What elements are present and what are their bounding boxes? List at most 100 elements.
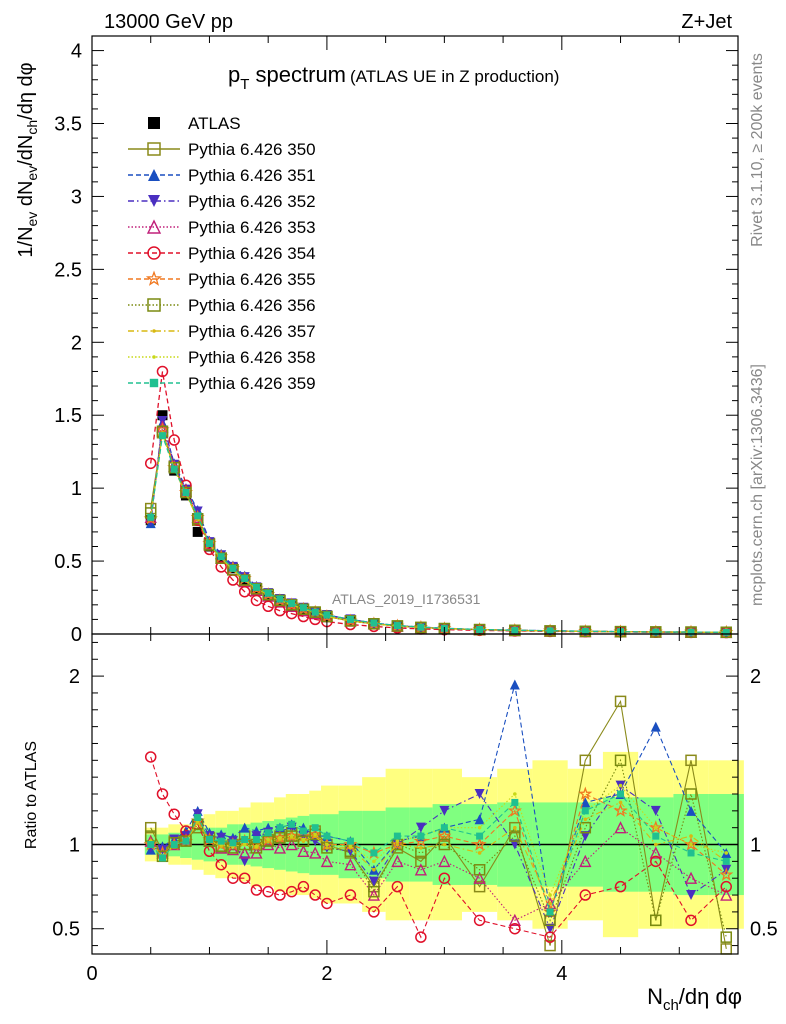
ratio-y-tick-label-right: 1 [750,835,761,857]
main-data-point [180,486,192,499]
ratio-series-line [150,756,727,939]
ratio-data-point [509,830,521,842]
main-data-point [476,625,484,633]
ratio-data-point [297,844,310,857]
ratio-data-point [301,837,306,842]
legend-label: Pythia 6.426 351 [188,166,316,185]
ratio-data-point [509,922,521,935]
ratio-series-3 [144,817,733,927]
main-y-tick-label: 2 [71,332,82,354]
main-y-tick-label: 1.5 [54,405,82,427]
ratio-data-point [653,842,658,847]
main-data-point [217,553,225,561]
ratio-data-point [648,820,663,834]
main-data-point [722,628,730,636]
ratio-data-point [472,837,487,851]
x-tick-label: 2 [321,963,332,985]
ratio-data-point [370,849,378,857]
ratio-data-point [264,829,272,837]
legend-marker [148,195,160,207]
ratio-y-axis-label: Ratio to ATLAS [23,741,40,849]
ratio-data-point [513,825,517,830]
ratio-data-point [513,792,517,796]
ratio-data-point [273,841,287,854]
legend-label: Pythia 6.426 357 [188,322,316,341]
ratio-data-point [440,824,448,832]
main-data-point [227,564,239,576]
ratio-y-tick-label-right: 2 [750,666,761,688]
ratio-data-point [509,839,520,850]
ratio-data-point [205,835,213,843]
ratio-data-point [299,827,307,835]
ratio-data-point [548,893,552,897]
ratio-data-point [511,798,519,806]
legend-label: Pythia 6.426 359 [188,374,316,393]
legend-entry: Pythia 6.426 359 [128,374,316,393]
main-data-point [546,627,554,635]
main-y-tick-label: 3.5 [54,114,82,136]
x-tick-label: 4 [556,963,567,985]
ratio-data-point [393,832,401,840]
ratio-data-point [348,844,353,849]
legend-entry: Pythia 6.426 350 [128,140,316,159]
ratio-data-point [684,871,698,884]
ratio-data-point [391,880,404,893]
ratio-data-point [157,844,168,855]
ratio-data-point [544,931,556,943]
ratio-data-point [685,914,697,927]
ratio-data-point [652,832,660,840]
ratio-data-point [476,832,484,840]
legend: ATLAS Pythia 6.426 350 Pythia 6.426 351 Pyt… [128,114,316,393]
ratio-data-point [297,880,310,893]
ratio-data-point [311,824,319,832]
ratio-data-point [288,820,296,828]
legend-entry: Pythia 6.426 351 [128,166,316,185]
legend-label: Pythia 6.426 358 [188,348,316,367]
ratio-data-point [438,872,451,884]
ratio-data-point [509,821,521,834]
ratio-y-tick-label: 1 [69,835,80,857]
main-data-point [156,365,169,378]
ratio-data-point [417,832,425,840]
ratio-data-point [372,867,376,872]
legend-marker [145,270,163,286]
ratio-data-point [321,897,333,910]
legend-marker [148,169,160,181]
ratio-data-point [395,839,400,843]
main-data-point [238,585,251,598]
ratio-data-point [477,825,482,830]
ratio-data-point [309,889,321,901]
ratio-data-point [722,857,730,865]
ratio-data-point [618,800,623,805]
ratio-data-point [686,805,697,816]
ratio-data-point [618,783,623,788]
ratio-data-point [724,851,729,855]
legend-label: Pythia 6.426 356 [188,296,316,315]
main-data-point [581,627,589,635]
legend-entry: Pythia 6.426 356 [128,296,316,315]
ratio-data-point [473,871,486,884]
ratio-data-point [650,914,662,927]
legend-marker [147,246,161,260]
ratio-series-9 [147,790,730,916]
ratio-data-point [325,846,329,850]
ratio-data-point [442,842,447,847]
ratio-data-point [320,854,334,868]
ratio-data-point [419,846,423,850]
ratio-data-point [720,943,733,955]
title-note: (ATLAS UE in Z production) [350,67,559,86]
ratio-plot-layer [92,679,738,955]
ratio-data-point [147,841,155,849]
legend-entry: ATLAS [148,114,241,133]
main-data-point [203,539,216,551]
ratio-data-point [614,821,627,834]
legend-entry: Pythia 6.426 352 [128,192,316,211]
main-data-point [393,622,401,630]
ratio-data-point [285,830,298,842]
ratio-data-point [719,867,734,881]
title-p: p [228,62,240,87]
ratio-data-point [276,824,284,832]
main-data-point [215,561,227,573]
ratio-data-point [613,803,628,817]
main-data-point [652,628,660,636]
